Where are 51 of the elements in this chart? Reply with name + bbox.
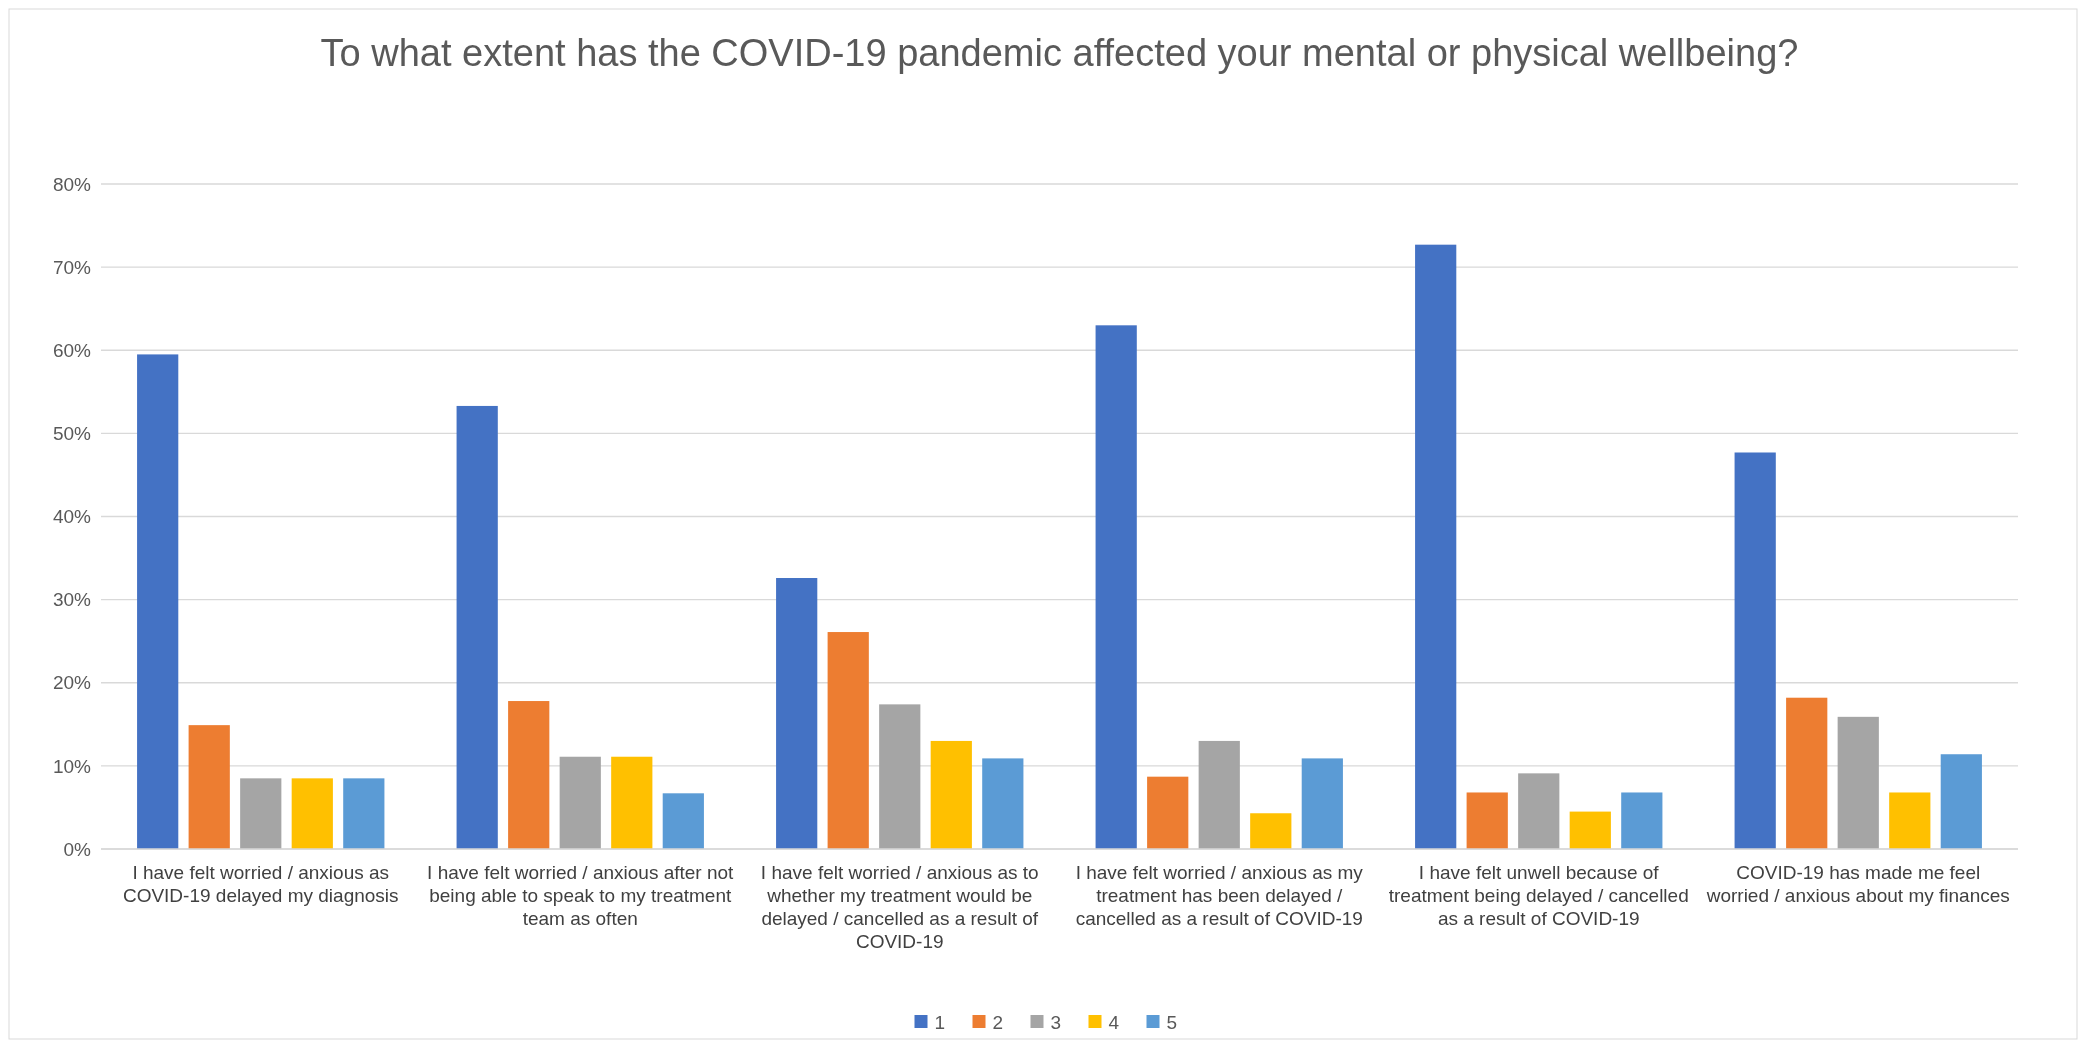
bar: [982, 758, 1024, 849]
bar: [827, 632, 869, 849]
bar: [1147, 776, 1189, 849]
bar: [343, 778, 385, 849]
y-tick-label: 70%: [52, 256, 92, 278]
y-tick-label: 30%: [52, 589, 92, 611]
y-tick-label: 60%: [52, 339, 92, 361]
legend-label: 1: [934, 1011, 946, 1033]
bar: [879, 704, 921, 849]
bar: [1569, 811, 1611, 849]
y-tick-label: 40%: [52, 506, 92, 528]
bar: [776, 578, 818, 849]
bar: [1786, 697, 1828, 849]
bar: [188, 725, 230, 849]
bar: [456, 405, 498, 849]
y-tick-label: 80%: [52, 173, 92, 195]
x-tick-label: I have felt worried / anxious after not being able to speak to my treatment team as often: [427, 862, 735, 929]
x-tick-label: COVID-19 has made me feel worried / anxious about my finances: [1705, 862, 2010, 906]
bar: [1837, 716, 1879, 849]
chart-title: To what extent has the COVID-19 pandemic affected your mental or physical wellbeing?: [320, 32, 1799, 74]
x-tick-label: I have felt worried / anxious as to whether my treatment would be delayed / cancelled as a result of COVID-19: [760, 862, 1039, 952]
bar: [1095, 325, 1137, 849]
y-tick-label: 20%: [52, 672, 92, 694]
bar: [508, 701, 550, 849]
y-tick-label: 0%: [63, 838, 92, 860]
x-tick-label: I have felt unwell because of treatment being delayed / cancelled as a result of COVID-19: [1388, 862, 1689, 929]
y-tick-label: 10%: [52, 755, 92, 777]
bar: [1198, 740, 1240, 849]
bar: [1415, 244, 1457, 849]
bar: [1301, 758, 1343, 849]
bar: [240, 778, 282, 849]
bar: [1889, 792, 1931, 849]
bar: [1621, 792, 1663, 849]
bar: [559, 756, 601, 849]
bar: [1940, 754, 1982, 849]
bar: [1250, 813, 1292, 849]
bar: [930, 740, 972, 849]
x-tick-label: I have felt worried / anxious as my treatment has been delayed / cancelled as a result of COVID-19: [1075, 862, 1364, 929]
bar: [291, 778, 333, 849]
legend-label: 3: [1050, 1011, 1062, 1033]
bar: [1518, 773, 1560, 849]
bar: [137, 354, 179, 849]
bar: [611, 756, 653, 849]
y-tick-label: 50%: [52, 423, 92, 445]
bar: [1734, 452, 1776, 849]
legend-label: 5: [1166, 1011, 1178, 1033]
bar: [1466, 792, 1508, 849]
bar: [662, 793, 704, 849]
legend-label: 2: [992, 1011, 1004, 1033]
x-tick-label: I have felt worried / anxious as COVID-19 delayed my diagnosis: [122, 862, 399, 906]
legend-label: 4: [1108, 1011, 1120, 1033]
